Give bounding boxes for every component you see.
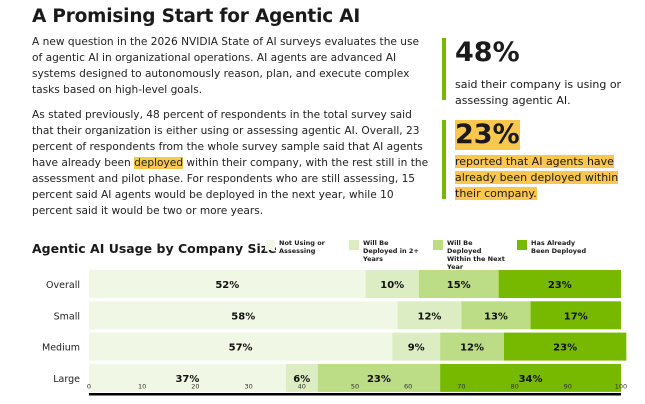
data-label: 57% [229,343,253,354]
page-title: A Promising Start for Agentic AI [32,6,361,27]
x-tick-label: 10 [138,383,146,391]
legend-label: Has Already Been Deployed [531,239,587,255]
data-label: 23% [548,280,572,291]
data-label: 17% [564,311,588,322]
bar-segment [285,363,318,392]
x-tick-label: 70 [457,383,465,391]
category-label: Large [53,374,80,385]
x-tick-label: 50 [351,383,359,391]
bar-segment [397,301,462,330]
data-label: 58% [231,311,255,322]
bar-segment [440,363,621,392]
highlighted-word: deployed [134,157,184,169]
text: As stated previously, 48 percent of resp… [32,109,423,169]
legend-item: Has Already Been Deployed [517,239,591,271]
data-label: 37% [175,374,199,385]
x-tick-label: 60 [404,383,412,391]
bar-segment [498,270,621,298]
legend-swatch [517,240,527,250]
x-tick-label: 80 [510,383,518,391]
category-label: Overall [46,280,80,291]
bar-segment [440,332,504,361]
category-label: Small [54,311,80,322]
x-tick-label: 100 [615,383,627,391]
data-label: 52% [215,280,239,291]
legend-swatch [265,240,275,250]
bar-segment [317,363,441,392]
x-tick-label: 30 [244,383,252,391]
stat-value: 48% [455,37,520,68]
category-label: Medium [42,343,80,354]
data-label: 6% [293,374,310,385]
stat-text: said their company is using or assessing… [455,78,622,107]
legend-label: Will Be Deployed in 2+ Years [363,239,419,263]
data-label: 13% [484,311,508,322]
stat-text: reported that AI agents have already bee… [455,155,619,200]
bar-segment [392,332,441,361]
legend-swatch [349,240,359,250]
stacked-bar-chart: Overall 52% 10% 15% 23% Small 58% 12% 13% 17% Medi… [42,270,627,396]
x-tick-label: 40 [298,383,306,391]
x-axis-line [89,393,621,396]
data-label: 12% [460,343,484,354]
legend-item: Will Be Deployed in 2+ Years [349,239,423,271]
legend-item: Will Be Deployed Within the Next Year [433,239,507,271]
legend-label: Will Be Deployed Within the Next Year [447,239,505,271]
chart-title: Agentic AI Usage by Company Size [32,241,277,256]
stat-callout-23: 23% reported that AI agents have already… [442,119,645,200]
bar-segment [461,301,531,330]
data-label: 10% [380,280,404,291]
legend-item: Not Using or Assessing [265,239,339,271]
x-tick-label: 0 [87,383,91,391]
details-paragraph: As stated previously, 48 percent of resp… [32,107,430,219]
bar-segment [89,332,393,361]
bar-segment [530,301,621,330]
stat-value: 23% [455,119,520,150]
data-label: 12% [418,311,442,322]
intro-paragraph: A new question in the 2026 NVIDIA State … [32,36,420,96]
data-label: 9% [408,343,425,354]
x-tick-label: 90 [564,383,572,391]
stat-callout-48: 48% said their company is using or asses… [442,37,645,107]
bar-segment [418,270,499,298]
legend-label: Not Using or Assessing [279,239,325,255]
x-tick-label: 20 [191,383,199,391]
bar-segment [365,270,419,298]
data-label: 23% [367,374,391,385]
data-label: 15% [447,280,471,291]
bar-segment [89,363,286,392]
bar-segment [89,270,366,298]
bar-segment [503,332,627,361]
bar-segment [89,301,398,330]
chart-legend: Not Using or Assessing Will Be Deployed i… [265,239,601,271]
data-label: 34% [519,374,543,385]
text: within their company, with the rest stil… [32,157,429,217]
legend-swatch [433,240,443,250]
data-label: 23% [553,343,577,354]
